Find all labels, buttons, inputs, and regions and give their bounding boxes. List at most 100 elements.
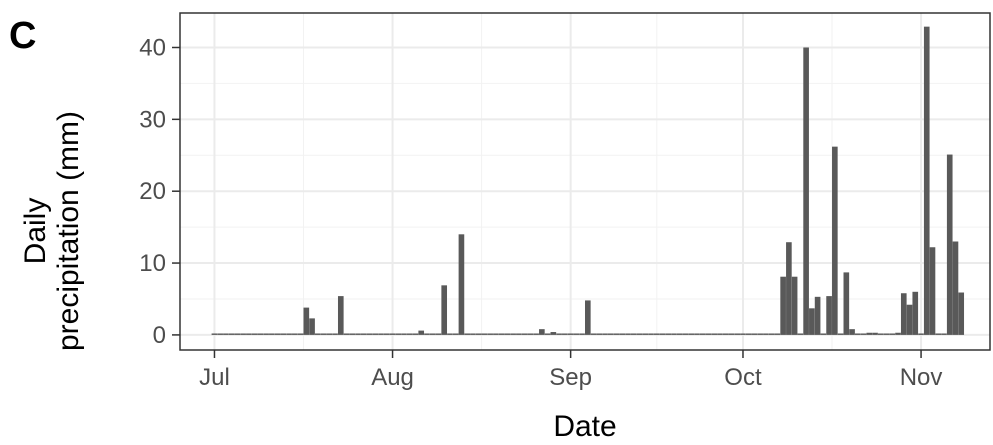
precipitation-bar bbox=[395, 333, 402, 335]
precipitation-bar bbox=[355, 333, 361, 335]
y-tick-label: 10 bbox=[139, 250, 166, 277]
precipitation-bar bbox=[406, 333, 413, 335]
precipitation-bar bbox=[699, 333, 706, 335]
y-axis: 0 10 20 30 40 bbox=[139, 34, 180, 349]
y-axis-title: Daily precipitation (mm) bbox=[19, 111, 85, 351]
precipitation-bar bbox=[797, 333, 804, 335]
precipitation-bar bbox=[952, 241, 959, 335]
precipitation-bar bbox=[251, 333, 258, 335]
precipitation-bar bbox=[889, 333, 896, 335]
precipitation-bar bbox=[297, 333, 304, 335]
precipitation-bar bbox=[671, 333, 677, 335]
precipitation-bar bbox=[768, 333, 775, 335]
precipitation-bar bbox=[619, 333, 626, 335]
precipitation-bar bbox=[774, 333, 781, 335]
precipitation-bar bbox=[803, 47, 809, 335]
precipitation-bar bbox=[263, 333, 269, 335]
precipitation-bar bbox=[814, 296, 821, 335]
precipitation-bar bbox=[826, 296, 832, 335]
precipitation-bar bbox=[498, 333, 505, 335]
precipitation-bar bbox=[562, 333, 568, 335]
precipitation-bar bbox=[843, 272, 850, 335]
precipitation-bar bbox=[636, 333, 643, 335]
y-axis-title-line-1: Daily bbox=[19, 198, 52, 265]
precipitation-bar bbox=[481, 333, 488, 335]
precipitation-bar bbox=[596, 333, 603, 335]
precipitation-bar bbox=[849, 329, 855, 335]
precipitation-bar bbox=[521, 333, 528, 335]
precipitation-bar bbox=[567, 333, 574, 335]
precipitation-bar bbox=[923, 26, 930, 335]
precipitation-bar bbox=[452, 333, 459, 335]
precipitation-bar bbox=[246, 333, 252, 335]
precipitation-bar bbox=[791, 276, 798, 335]
precipitation-bar bbox=[234, 333, 241, 335]
precipitation-bar bbox=[320, 333, 327, 335]
x-axis: Jul Aug Sep Oct Nov bbox=[199, 350, 942, 391]
precipitation-bar bbox=[935, 333, 942, 335]
precipitation-bar bbox=[274, 333, 281, 335]
precipitation-bar bbox=[412, 333, 419, 335]
y-tick-label: 30 bbox=[139, 106, 166, 133]
precipitation-bar bbox=[223, 333, 229, 335]
precipitation-bar bbox=[539, 329, 545, 335]
precipitation-bar bbox=[676, 333, 683, 335]
precipitation-bar bbox=[837, 333, 844, 335]
precipitation-bar bbox=[418, 330, 425, 335]
x-axis-title: Date bbox=[553, 410, 616, 443]
precipitation-bar bbox=[740, 333, 746, 335]
plot-panel-border bbox=[179, 12, 991, 351]
precipitation-bar bbox=[441, 285, 448, 335]
precipitation-bar bbox=[711, 333, 718, 335]
precipitation-bar bbox=[372, 333, 379, 335]
precipitation-bar bbox=[435, 333, 442, 335]
precipitation-bar bbox=[780, 276, 786, 335]
plot-background bbox=[180, 13, 990, 350]
precipitation-bar bbox=[694, 333, 700, 335]
precipitation-bar bbox=[866, 332, 873, 335]
precipitation-bar bbox=[292, 333, 298, 335]
precipitation-bar bbox=[906, 304, 913, 335]
precipitation-bar bbox=[763, 333, 769, 335]
precipitation-bar bbox=[475, 333, 482, 335]
precipitation-bar bbox=[590, 333, 597, 335]
precipitation-bar bbox=[303, 307, 310, 335]
precipitation-bar bbox=[378, 333, 384, 335]
precipitation-bar bbox=[877, 333, 884, 335]
precipitation-bar bbox=[895, 332, 901, 335]
precipitation-bar bbox=[228, 333, 235, 335]
precipitation-bar bbox=[751, 333, 758, 335]
precipitation-bar bbox=[734, 333, 740, 335]
precipitation-bar bbox=[366, 333, 373, 335]
precipitation-bar bbox=[429, 333, 436, 335]
precipitation-bar bbox=[550, 332, 557, 335]
precipitation-bar bbox=[607, 333, 614, 335]
precipitation-bar bbox=[360, 333, 367, 335]
precipitation-bar bbox=[625, 333, 631, 335]
precipitation-bar bbox=[613, 333, 620, 335]
precipitation-bar bbox=[665, 333, 672, 335]
precipitation-bar bbox=[832, 146, 838, 335]
precipitation-bar bbox=[337, 296, 344, 335]
precipitation-bar bbox=[941, 333, 947, 335]
x-tick-label: Nov bbox=[900, 364, 943, 391]
precipitation-bar bbox=[728, 333, 735, 335]
precipitation-bar bbox=[257, 333, 264, 335]
precipitation-bar bbox=[470, 333, 476, 335]
precipitation-bar bbox=[958, 292, 965, 335]
precipitation-bar bbox=[642, 333, 649, 335]
precipitation-bar bbox=[332, 333, 338, 335]
y-axis-title-line-2: precipitation (mm) bbox=[52, 111, 85, 351]
precipitation-bar bbox=[912, 291, 919, 335]
precipitation-bar bbox=[757, 333, 763, 335]
precipitation-bar bbox=[510, 333, 516, 335]
precipitation-bar bbox=[872, 332, 878, 335]
panel-label: C bbox=[9, 15, 36, 57]
precipitation-bar bbox=[855, 333, 861, 335]
precipitation-bar bbox=[504, 333, 511, 335]
precipitation-bar bbox=[527, 333, 534, 335]
y-tick-label: 20 bbox=[139, 178, 166, 205]
precipitation-bar bbox=[217, 333, 223, 335]
precipitation-bar bbox=[946, 154, 953, 335]
